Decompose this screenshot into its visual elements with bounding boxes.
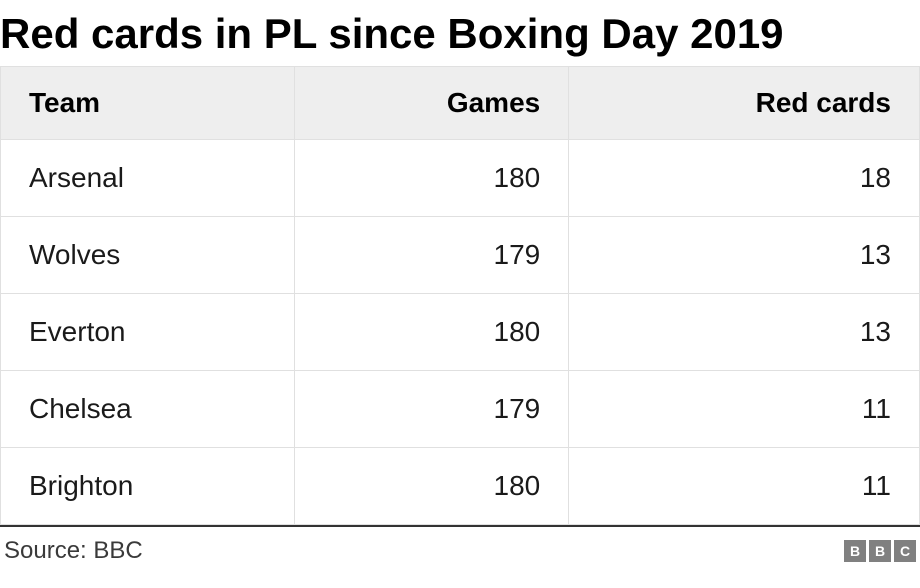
bbc-logo: B B C: [844, 540, 916, 562]
column-header-games: Games: [295, 67, 569, 140]
cell-games: 180: [295, 448, 569, 525]
table-row: Brighton 180 11: [1, 448, 920, 525]
table-container: Team Games Red cards Arsenal 180 18 Wolv…: [0, 66, 920, 527]
cell-games: 179: [295, 371, 569, 448]
redcards-table: Team Games Red cards Arsenal 180 18 Wolv…: [0, 66, 920, 525]
cell-team: Chelsea: [1, 371, 295, 448]
cell-redcards: 13: [569, 217, 920, 294]
cell-redcards: 13: [569, 294, 920, 371]
bbc-logo-block: C: [894, 540, 916, 562]
cell-games: 179: [295, 217, 569, 294]
cell-team: Everton: [1, 294, 295, 371]
cell-redcards: 11: [569, 371, 920, 448]
table-row: Wolves 179 13: [1, 217, 920, 294]
cell-team: Arsenal: [1, 140, 295, 217]
footer: Source: BBC B B C: [0, 527, 920, 565]
cell-team: Brighton: [1, 448, 295, 525]
column-header-team: Team: [1, 67, 295, 140]
cell-team: Wolves: [1, 217, 295, 294]
table-header-row: Team Games Red cards: [1, 67, 920, 140]
table-row: Everton 180 13: [1, 294, 920, 371]
page-title: Red cards in PL since Boxing Day 2019: [0, 0, 920, 66]
cell-games: 180: [295, 140, 569, 217]
cell-games: 180: [295, 294, 569, 371]
table-row: Arsenal 180 18: [1, 140, 920, 217]
column-header-redcards: Red cards: [569, 67, 920, 140]
bbc-logo-block: B: [844, 540, 866, 562]
cell-redcards: 18: [569, 140, 920, 217]
cell-redcards: 11: [569, 448, 920, 525]
table-row: Chelsea 179 11: [1, 371, 920, 448]
bbc-logo-block: B: [869, 540, 891, 562]
source-label: Source: BBC: [4, 537, 143, 565]
